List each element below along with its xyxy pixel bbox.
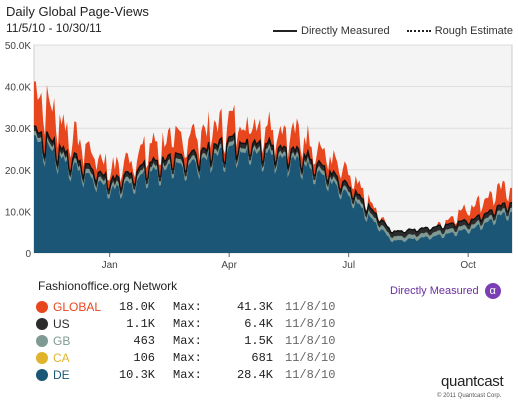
region-row-us[interactable]: US 1.1K Max: 6.4K 11/8/10 <box>36 315 335 332</box>
region-name: GLOBAL <box>53 299 102 314</box>
series-de-area <box>34 135 512 253</box>
region-max-label: Max: <box>173 299 202 314</box>
region-max-value: 28.4K <box>236 367 273 382</box>
legend-directly-measured[interactable]: Directly Measured <box>273 25 390 37</box>
region-max-label: Max: <box>173 350 202 365</box>
region-stats-table: GLOBAL 18.0K Max: 41.3K 11/8/10 US 1.1K Max: 6.4… <box>36 298 335 383</box>
region-max-value: 1.5K <box>244 333 273 348</box>
x-tick-label: Jan <box>102 260 118 271</box>
region-name: CA <box>53 350 70 365</box>
region-color-dot-icon <box>36 368 48 381</box>
y-tick-label: 40.0K <box>5 83 31 94</box>
region-color-dot-icon <box>36 317 48 330</box>
copyright-text: © 2011 Quantcast Corp. <box>437 393 502 399</box>
y-tick-label: 50.0K <box>5 41 31 52</box>
region-max-date: 11/8/10 <box>285 350 336 365</box>
region-max-value: 41.3K <box>236 299 273 314</box>
y-tick-label: 10.0K <box>5 207 31 218</box>
region-max-value: 6.4K <box>244 316 273 331</box>
region-max-date: 11/8/10 <box>285 367 336 382</box>
region-name: DE <box>53 367 70 382</box>
quantcast-logo: quantcast <box>441 373 504 390</box>
region-color-dot-icon <box>36 334 48 347</box>
region-max-value: 681 <box>251 350 273 365</box>
region-max-label: Max: <box>173 367 202 382</box>
region-row-de[interactable]: DE 10.3K Max: 28.4K 11/8/10 <box>36 366 335 383</box>
region-row-gb[interactable]: GB 463 Max: 1.5K 11/8/10 <box>36 332 335 349</box>
region-row-global[interactable]: GLOBAL 18.0K Max: 41.3K 11/8/10 <box>36 298 335 315</box>
region-max-label: Max: <box>173 316 202 331</box>
region-value: 463 <box>133 333 155 348</box>
region-max-date: 11/8/10 <box>285 333 336 348</box>
chart-title: Daily Global Page-Views <box>6 4 149 19</box>
y-tick-label: 30.0K <box>5 124 31 135</box>
region-color-dot-icon <box>36 351 48 364</box>
region-name: US <box>53 316 70 331</box>
y-tick-label: 0 <box>25 249 31 260</box>
region-value: 1.1K <box>126 316 155 331</box>
dotted-line-icon <box>406 30 431 32</box>
page-views-chart[interactable]: 0 10.0K 20.0K 30.0K 40.0K 50.0K Jan Apr Jul Oct <box>0 36 518 274</box>
x-tick-label: Apr <box>221 260 237 271</box>
y-tick-label: 20.0K <box>5 166 31 177</box>
region-max-date: 11/8/10 <box>285 316 336 331</box>
region-value: 10.3K <box>118 367 155 382</box>
chart-date-range: 11/5/10 - 10/30/11 <box>6 21 102 35</box>
network-name: Fashionoffice.org Network <box>38 279 178 293</box>
directly-measured-badge[interactable]: Directly Measured α <box>390 283 501 299</box>
region-value: 18.0K <box>118 299 155 314</box>
region-color-dot-icon <box>36 300 48 313</box>
region-value: 106 <box>133 350 155 365</box>
legend-rough-estimate[interactable]: Rough Estimate <box>406 25 513 37</box>
x-tick-label: Oct <box>460 260 476 271</box>
directly-measured-line <box>33 125 513 234</box>
x-tick-label: Jul <box>342 260 355 271</box>
region-max-date: 11/8/10 <box>285 299 336 314</box>
legend-directly-measured-label: Directly Measured <box>301 25 390 37</box>
solid-line-icon <box>273 30 297 32</box>
region-row-ca[interactable]: CA 106 Max: 681 11/8/10 <box>36 349 335 366</box>
chart-legend: Directly Measured Rough Estimate <box>273 23 518 37</box>
legend-rough-estimate-label: Rough Estimate <box>434 25 513 37</box>
region-name: GB <box>53 333 71 348</box>
alpha-icon: α <box>484 283 501 299</box>
region-max-label: Max: <box>173 333 202 348</box>
directly-measured-label: Directly Measured <box>390 285 479 297</box>
